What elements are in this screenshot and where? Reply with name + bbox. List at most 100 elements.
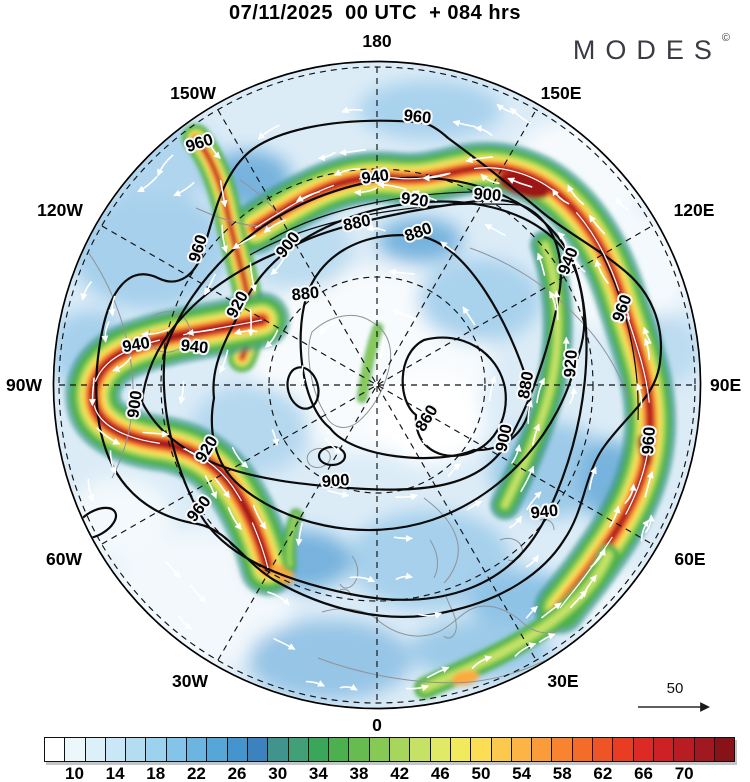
wind-arrow — [395, 493, 418, 501]
wind-arrow — [609, 505, 621, 528]
colorbar-cell — [652, 738, 674, 761]
colorbar-tick-label: 62 — [593, 764, 613, 782]
wind-arrow — [271, 429, 280, 447]
colorbar-tick-label: 34 — [308, 764, 328, 782]
wind-arrow — [594, 259, 609, 284]
wind-arrow — [298, 365, 306, 387]
wind-arrow — [184, 448, 209, 462]
wind-arrow — [165, 561, 181, 578]
wind-arrow — [567, 184, 585, 205]
contour-label: 880 — [291, 284, 320, 305]
wind-arrow — [257, 124, 280, 140]
wind-arrow — [295, 190, 321, 202]
wind-arrow — [526, 491, 542, 511]
colorbar-tick-label: 38 — [349, 764, 369, 782]
wind-arrow — [87, 478, 94, 502]
reference-arrow: 50 — [638, 680, 710, 712]
colorbar-cell — [348, 738, 369, 761]
meridian-label: 90W — [6, 375, 42, 395]
wind-arrow — [624, 483, 637, 504]
wind-arrow — [474, 125, 493, 136]
colorbar-cell — [449, 738, 471, 761]
wind-arrow — [539, 632, 556, 643]
wind-arrow — [267, 591, 290, 606]
wind-arrow — [552, 188, 570, 205]
wind-arrow — [569, 386, 578, 404]
wind-arrow — [511, 444, 522, 464]
wind-arrow — [520, 465, 535, 492]
colorbar-cell — [713, 738, 735, 761]
meridian-label: 30E — [547, 671, 578, 691]
colorbar-cell — [531, 738, 552, 761]
contour-label: 920 — [400, 189, 430, 211]
wind-arrow — [525, 554, 539, 568]
colorbar-cell — [328, 738, 349, 761]
colorbar-cell — [571, 738, 593, 761]
wind-arrow — [221, 224, 228, 253]
wind-arrow — [214, 477, 230, 499]
contour-label: 900 — [321, 471, 350, 491]
colorbar-cell — [389, 738, 410, 761]
wind-arrow — [142, 430, 170, 438]
wind-arrow — [580, 574, 597, 600]
wind-arrow — [525, 605, 538, 619]
colorbar-tick-label: 14 — [105, 764, 125, 782]
meridian-label: 150E — [541, 83, 582, 103]
page-title: 07/11/2025 00 UTC + 084 hrs — [229, 2, 521, 24]
wind-arrow — [302, 284, 320, 298]
colorbar-tick-label: 58 — [552, 764, 572, 782]
colorbar-cell — [246, 738, 268, 761]
copyright-mark: © — [721, 32, 730, 44]
meridian-label: 120W — [37, 200, 83, 220]
wind-arrow — [264, 329, 279, 348]
wind-arrow — [410, 438, 430, 455]
wind-arrow — [418, 611, 443, 619]
colorbar-cell — [470, 738, 491, 761]
colorbar-tick-label: 22 — [186, 764, 206, 782]
contour-label: 900 — [473, 185, 502, 205]
modes-logo-text: MODES — [572, 35, 722, 65]
wind-arrow — [588, 466, 597, 490]
wind-arrow — [232, 235, 256, 250]
colorbar-cell — [551, 738, 572, 761]
wind-arrow — [80, 281, 92, 301]
colorbar-cell — [612, 738, 633, 761]
wind-arrow — [96, 427, 121, 445]
wind-arrow — [141, 328, 170, 339]
meridian-label: 30W — [172, 671, 208, 691]
wind-arrow — [349, 575, 376, 583]
wind-arrow — [644, 514, 655, 533]
meridian-label: 150W — [170, 83, 216, 103]
wind-arrow — [109, 450, 117, 474]
colorbar-tick-label: 26 — [227, 764, 247, 782]
wind-arrow — [334, 168, 361, 176]
contour-label: 920 — [561, 349, 581, 378]
meridian-labels: 180 150W 150E 120W 120E 90W 90E 60W 60E … — [6, 31, 741, 735]
wind-arrow — [219, 349, 229, 374]
wind-arrow — [541, 602, 562, 619]
meridian-label: 0 — [372, 715, 382, 735]
contour-label: 940 — [180, 337, 209, 358]
wind-arrow — [640, 519, 650, 542]
wind-arrow — [391, 308, 417, 321]
wind-arrow — [108, 295, 116, 317]
wind-arrow — [426, 666, 450, 679]
wind-arrow — [137, 176, 158, 193]
wind-arrow — [327, 489, 350, 498]
wind-arrow — [178, 381, 186, 404]
wind-arrow — [411, 190, 437, 202]
wind-arrow — [462, 306, 476, 326]
wind-arrow — [319, 321, 338, 335]
wind-arrow — [526, 399, 533, 424]
wind-arrow — [204, 475, 218, 499]
wind-arrow — [173, 182, 195, 197]
wind-arrow — [440, 241, 455, 253]
wind-arrow — [204, 273, 216, 296]
wind-arrow — [395, 572, 413, 580]
colorbar-cell — [104, 738, 126, 761]
wind-arrow — [452, 119, 476, 128]
wind-arrow — [231, 447, 249, 469]
wind-arrow — [190, 584, 207, 603]
wind-arrow — [393, 535, 414, 543]
